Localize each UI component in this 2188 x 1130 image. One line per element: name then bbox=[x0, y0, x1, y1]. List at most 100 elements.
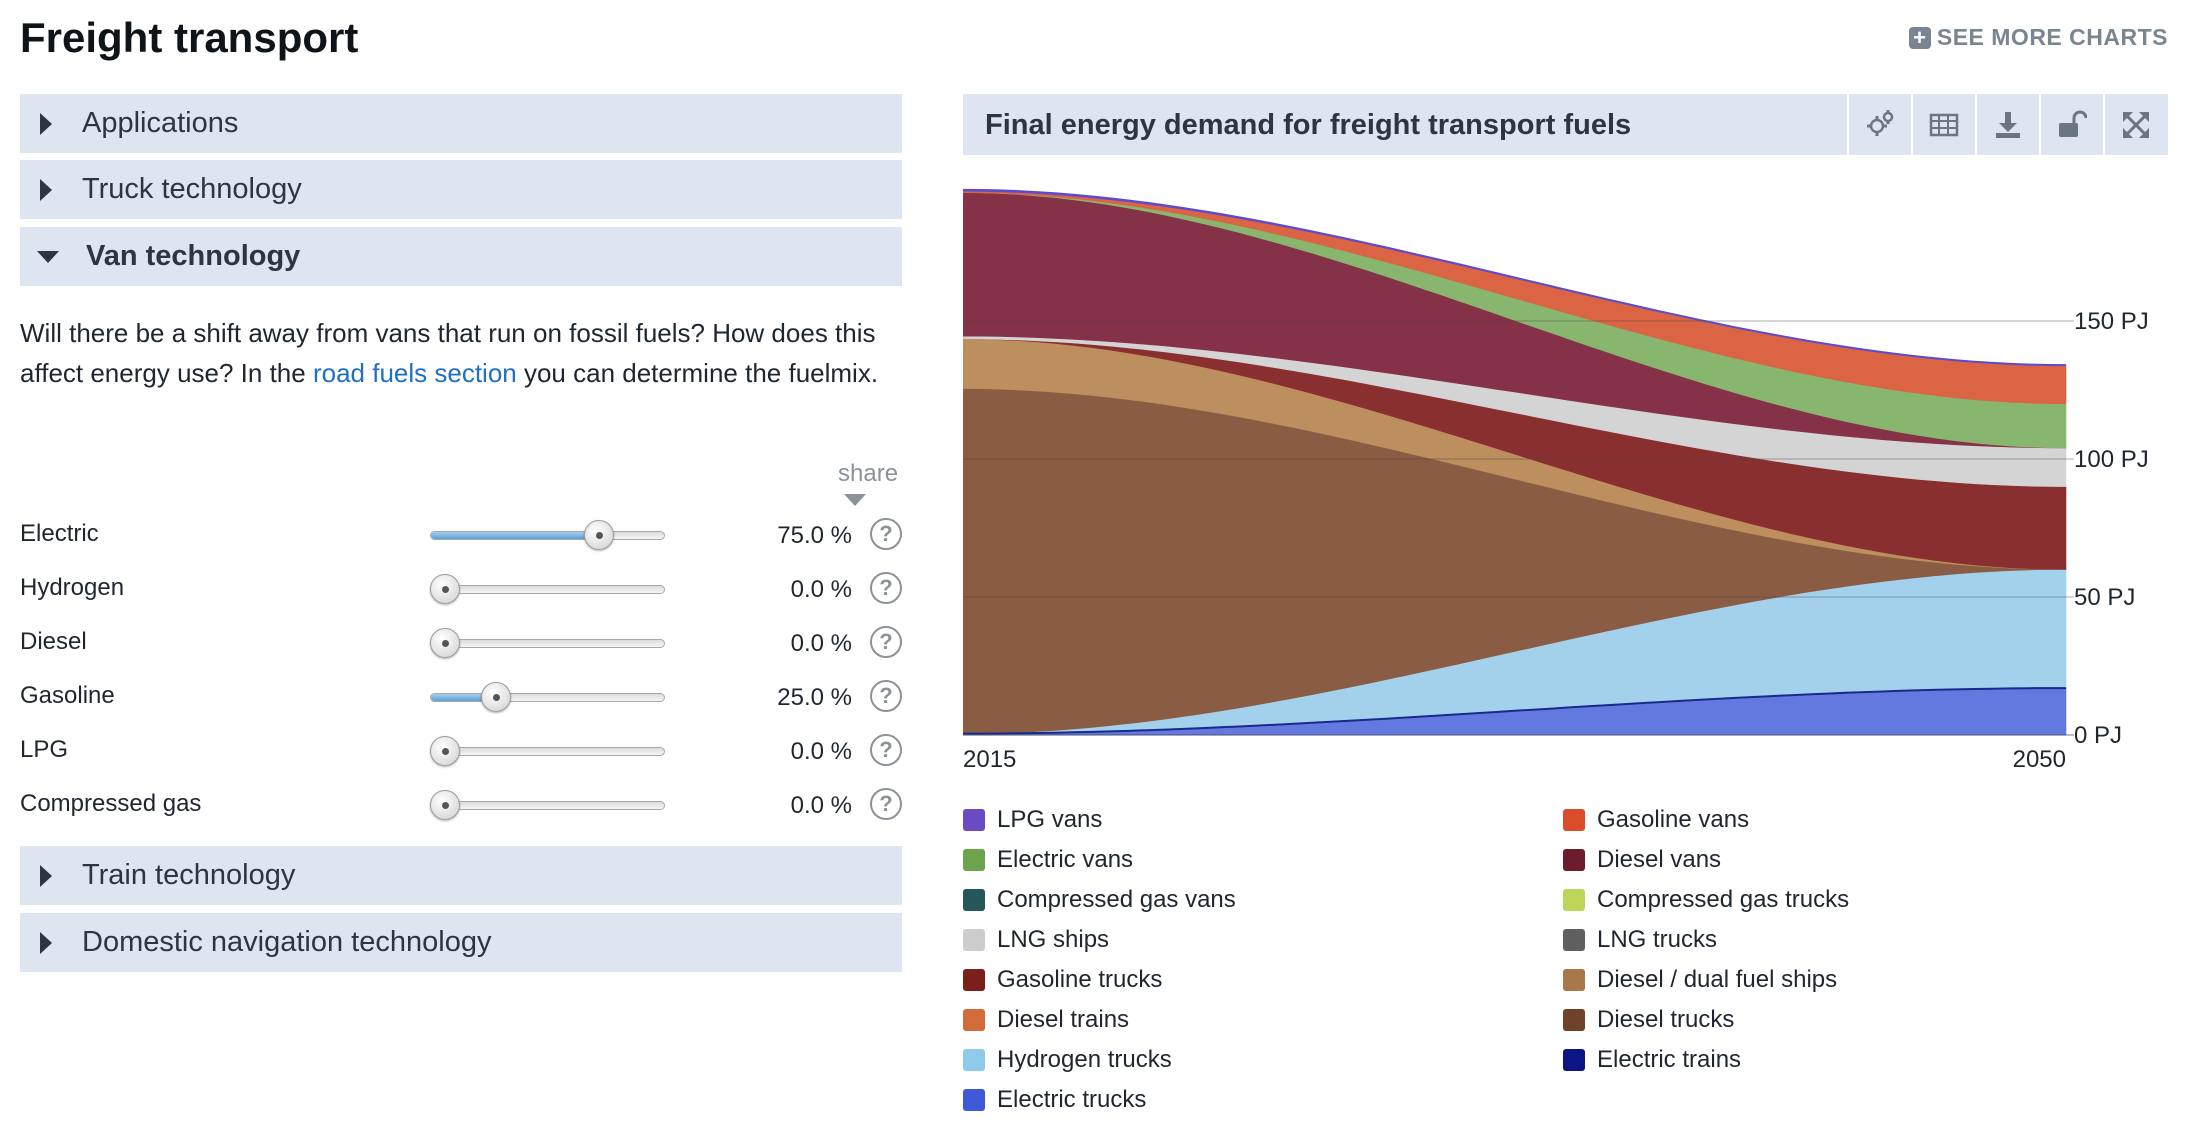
help-icon[interactable]: ? bbox=[870, 680, 902, 712]
slider-handle[interactable] bbox=[481, 682, 512, 712]
help-icon[interactable]: ? bbox=[870, 788, 902, 820]
accordion-label: Van technology bbox=[86, 240, 301, 272]
legend-item[interactable]: Gasoline vans bbox=[1563, 802, 1749, 838]
page-title: Freight transport bbox=[20, 14, 359, 61]
legend-item[interactable]: Diesel / dual fuel ships bbox=[1563, 962, 1837, 998]
slider-track[interactable] bbox=[430, 585, 665, 594]
settings-button[interactable] bbox=[1847, 94, 1910, 155]
legend-swatch bbox=[1563, 929, 1585, 951]
accordion-label: Train technology bbox=[82, 859, 296, 891]
help-icon[interactable]: ? bbox=[870, 734, 902, 766]
accordion-train-technology[interactable]: Train technology bbox=[20, 846, 902, 905]
help-icon[interactable]: ? bbox=[870, 518, 902, 550]
legend-item[interactable]: Electric vans bbox=[963, 842, 1133, 878]
total-line bbox=[963, 188, 2067, 367]
legend-item[interactable]: Hydrogen trucks bbox=[963, 1042, 1172, 1078]
slider-row-gasoline: Gasoline 25.0 %? bbox=[20, 678, 902, 718]
slider-value: 0.0 % bbox=[790, 576, 852, 603]
table-button[interactable] bbox=[1911, 94, 1974, 155]
legend-swatch bbox=[963, 1049, 985, 1071]
y-tick-label: 0 PJ bbox=[2074, 722, 2122, 749]
caret-right-icon bbox=[40, 864, 52, 887]
slider-track[interactable] bbox=[430, 693, 665, 702]
legend-label: Gasoline vans bbox=[1597, 806, 1750, 833]
legend-item[interactable]: Electric trains bbox=[1563, 1042, 1741, 1078]
legend-swatch bbox=[963, 849, 985, 871]
caret-right-icon bbox=[40, 178, 52, 201]
legend-label: Electric trains bbox=[1597, 1046, 1742, 1073]
legend-label: Diesel vans bbox=[1597, 846, 1722, 873]
legend-item[interactable]: Diesel vans bbox=[1563, 842, 1721, 878]
slider-row-electric: Electric 75.0 %? bbox=[20, 516, 902, 556]
legend-swatch bbox=[1563, 1049, 1585, 1071]
legend-label: Diesel trains bbox=[997, 1006, 1130, 1033]
slider-handle[interactable] bbox=[430, 736, 460, 766]
y-tick-label: 100 PJ bbox=[2074, 446, 2149, 473]
slider-label: LPG bbox=[20, 736, 69, 763]
slider-track[interactable] bbox=[430, 639, 665, 648]
accordion-domestic-navigation[interactable]: Domestic navigation technology bbox=[20, 913, 902, 972]
slider-track[interactable] bbox=[430, 531, 665, 540]
fullscreen-button[interactable] bbox=[2103, 94, 2166, 155]
legend-item[interactable]: Compressed gas trucks bbox=[1563, 882, 1849, 918]
slider-handle[interactable] bbox=[430, 790, 460, 820]
slider-handle[interactable] bbox=[430, 628, 460, 658]
slider-value: 0.0 % bbox=[790, 630, 852, 657]
slider-handle[interactable] bbox=[430, 574, 460, 604]
legend-label: Hydrogen trucks bbox=[997, 1046, 1172, 1073]
description-text: you can determine the fuelmix. bbox=[516, 358, 879, 388]
legend-label: Electric vans bbox=[997, 846, 1134, 873]
chart-header: Final energy demand for freight transpor… bbox=[963, 94, 2168, 155]
legend-label: Diesel / dual fuel ships bbox=[1597, 966, 1838, 993]
legend-label: Compressed gas vans bbox=[997, 886, 1236, 913]
help-icon[interactable]: ? bbox=[870, 626, 902, 658]
slider-track[interactable] bbox=[430, 747, 665, 756]
plus-icon: + bbox=[1908, 26, 1931, 49]
expand-icon bbox=[2122, 111, 2149, 138]
legend-item[interactable]: Compressed gas vans bbox=[963, 882, 1236, 918]
share-sort-label[interactable]: share bbox=[838, 460, 899, 487]
road-fuels-link[interactable]: road fuels section bbox=[312, 358, 517, 388]
legend-label: Gasoline trucks bbox=[997, 966, 1163, 993]
slider-label: Diesel bbox=[20, 628, 87, 655]
settings-icon bbox=[1866, 109, 1893, 136]
accordion-label: Domestic navigation technology bbox=[82, 926, 492, 958]
slider-row-hydrogen: Hydrogen 0.0 %? bbox=[20, 570, 902, 610]
legend-item[interactable]: LNG trucks bbox=[1563, 922, 1717, 958]
legend-label: Compressed gas trucks bbox=[1597, 886, 1850, 913]
legend-item[interactable]: LNG ships bbox=[963, 922, 1109, 958]
y-tick-label: 50 PJ bbox=[2074, 584, 2135, 611]
legend-swatch bbox=[963, 1009, 985, 1031]
legend-label: Electric trucks bbox=[997, 1086, 1147, 1113]
slider-handle[interactable] bbox=[583, 520, 614, 550]
accordion-truck-technology[interactable]: Truck technology bbox=[20, 160, 902, 219]
caret-right-icon bbox=[40, 112, 52, 135]
slider-value: 75.0 % bbox=[777, 522, 852, 549]
lock-button[interactable] bbox=[2039, 94, 2102, 155]
legend-item[interactable]: LPG vans bbox=[963, 802, 1102, 838]
description-text: Will there be a shift away from vans tha… bbox=[20, 318, 876, 388]
slider-value: 0.0 % bbox=[790, 738, 852, 765]
help-icon[interactable]: ? bbox=[870, 572, 902, 604]
legend-swatch bbox=[1563, 969, 1585, 991]
legend-label: LNG trucks bbox=[1597, 926, 1718, 953]
legend-swatch bbox=[963, 929, 985, 951]
legend-swatch bbox=[963, 809, 985, 831]
slider-value: 25.0 % bbox=[777, 684, 852, 711]
caret-right-icon bbox=[40, 931, 52, 954]
download-button[interactable] bbox=[1975, 94, 2038, 155]
legend-label: LNG ships bbox=[997, 926, 1110, 953]
legend-item[interactable]: Diesel trains bbox=[963, 1002, 1129, 1038]
see-more-charts-button[interactable]: + SEE MORE CHARTS bbox=[1908, 24, 2168, 51]
slider-track[interactable] bbox=[430, 801, 665, 810]
slider-fill bbox=[431, 694, 498, 701]
accordion-van-technology[interactable]: Van technology bbox=[20, 227, 902, 286]
legend-item[interactable]: Diesel trucks bbox=[1563, 1002, 1734, 1038]
sort-down-icon[interactable] bbox=[844, 494, 866, 506]
legend-swatch bbox=[963, 1089, 985, 1111]
legend-item[interactable]: Electric trucks bbox=[963, 1082, 1146, 1118]
legend-item[interactable]: Gasoline trucks bbox=[963, 962, 1162, 998]
electric-trucks-edge-line bbox=[963, 687, 2066, 735]
accordion-applications[interactable]: Applications bbox=[20, 94, 902, 153]
unlock-icon bbox=[2058, 110, 2087, 137]
